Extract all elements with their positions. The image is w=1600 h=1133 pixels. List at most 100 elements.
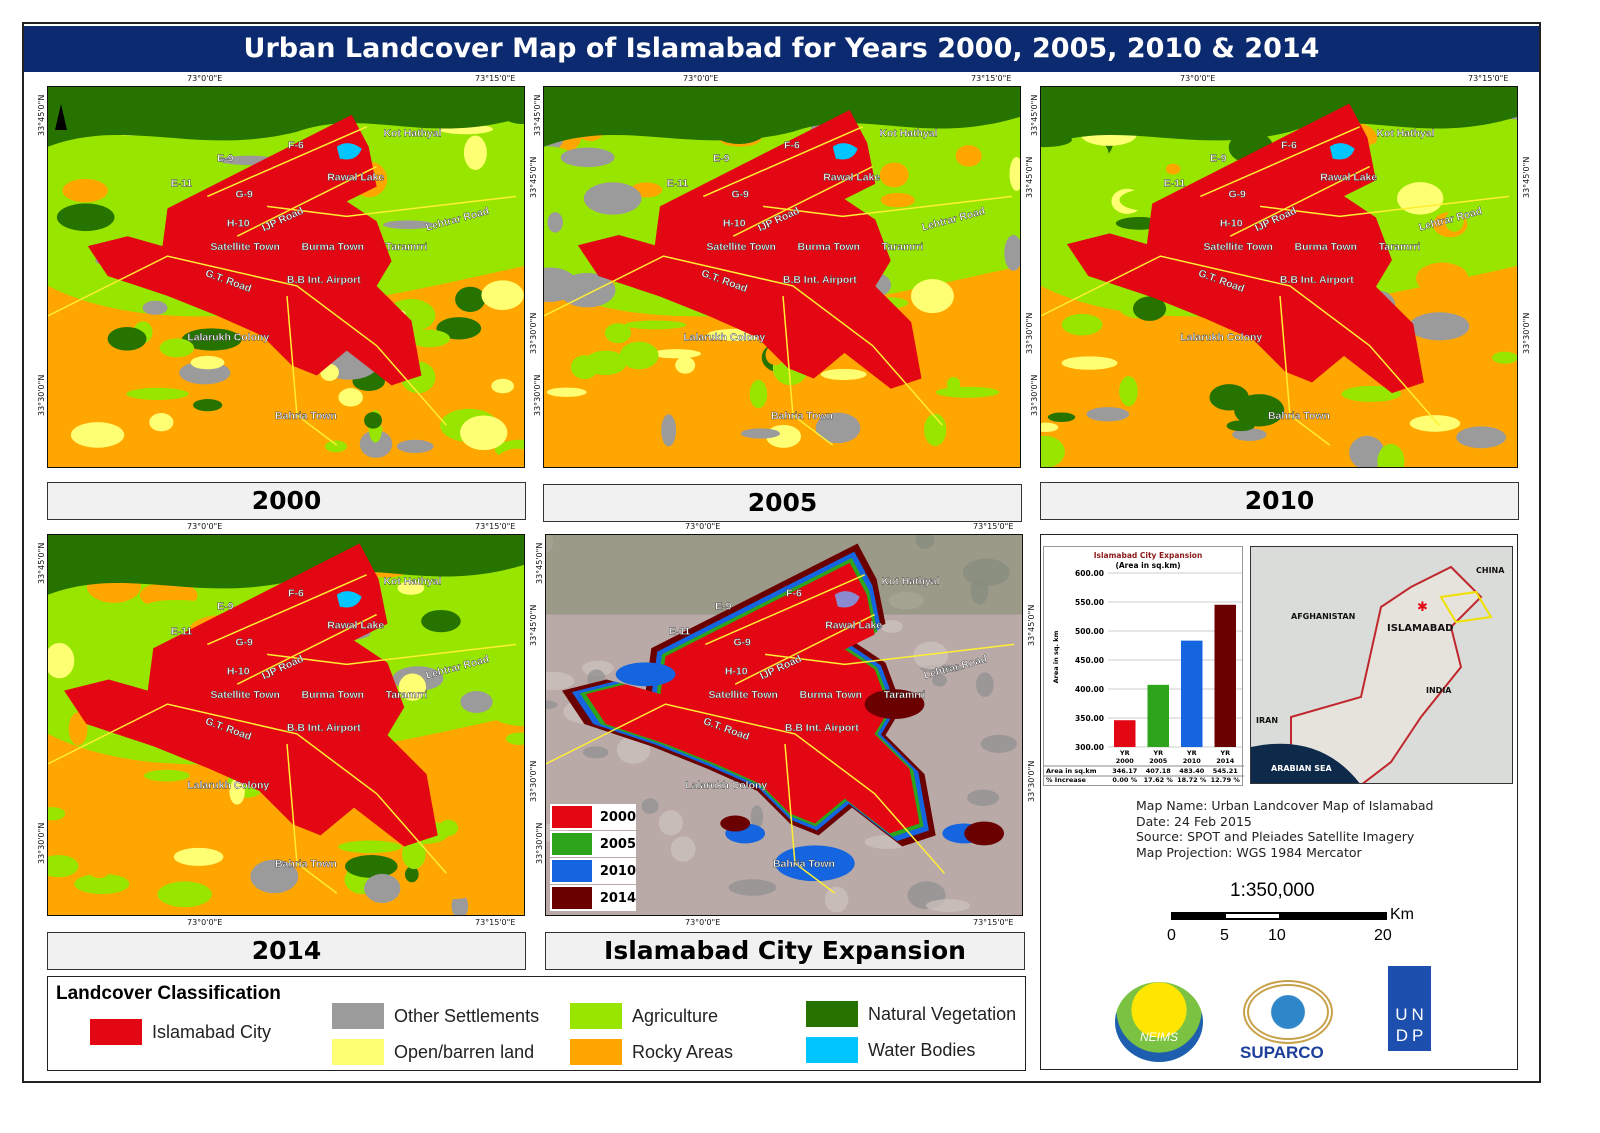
- legend-label: Other Settlements: [394, 1005, 540, 1026]
- expansion-chart-svg: Islamabad City Expansion(Area in sq.km) 3…: [1044, 551, 1244, 784]
- lon-tick: 73°0'0"E: [1180, 74, 1216, 83]
- table-increase-cell: 12.79 %: [1211, 776, 1241, 784]
- scale-label: 20: [1374, 927, 1392, 944]
- suparco-logo: [1243, 980, 1333, 1044]
- lon-tick: 73°0'0"E: [187, 74, 223, 83]
- landcover-patch: [338, 840, 402, 854]
- lat-tick: 33°30'0"N: [529, 760, 538, 802]
- road: [236, 165, 377, 237]
- landcover-patch: [1397, 182, 1444, 215]
- table-increase-cell: 17.62 %: [1144, 776, 1174, 784]
- lon-tick: 73°15'0"E: [475, 918, 516, 927]
- landcover-patch: [661, 414, 677, 447]
- inset-label: INDIA: [1426, 686, 1452, 695]
- landcover-patch: [144, 599, 209, 613]
- lon-tick: 73°0'0"E: [685, 522, 721, 531]
- place-label: Lalarukh Colony: [1180, 333, 1262, 344]
- landcover-patch: [749, 379, 768, 409]
- city-area: [87, 114, 422, 386]
- landcover-patch: [1047, 412, 1076, 422]
- map-shape: [980, 734, 1017, 753]
- landcover-patch: [1041, 435, 1065, 467]
- scale-label: 10: [1268, 927, 1286, 944]
- legend-year: 2010: [599, 863, 636, 879]
- lat-tick: 33°30'0"N: [37, 374, 46, 416]
- place-label: Satellite Town: [210, 690, 279, 701]
- map-shape: [546, 671, 575, 691]
- table-increase-cell: 0.00 %: [1112, 776, 1137, 784]
- scale-label: 0: [1167, 927, 1176, 944]
- landcover-patch: [229, 778, 245, 805]
- landcover-patch: [1083, 141, 1109, 170]
- legend-swatch: [806, 1037, 858, 1063]
- table-row-label: Area in sq.km: [1046, 767, 1097, 775]
- landcover-patch: [491, 378, 515, 394]
- place-label: F-6: [784, 141, 800, 152]
- landcover-patch: [880, 192, 915, 208]
- place-label: E-9: [715, 602, 731, 613]
- landcover-patch: [475, 735, 496, 745]
- expansion-legend-item: 2000: [550, 804, 636, 830]
- landcover-patch: [190, 355, 225, 370]
- expansion-legend-item: 2010: [550, 858, 636, 884]
- landcover-patch: [604, 323, 632, 344]
- expansion-legend-item: 2014: [550, 885, 636, 911]
- place-label: Rawal Lake: [1320, 173, 1377, 184]
- pakistan-outline: [1290, 565, 1483, 783]
- legend-swatch: [90, 1019, 142, 1045]
- landcover-patch: [820, 368, 867, 380]
- landcover-patch: [48, 855, 79, 878]
- inset-map-svg: CHINA AFGHANISTAN ISLAMABAD INDIA IRAN ARABIA…: [1251, 547, 1512, 783]
- place-label: B.B Int. Airport: [287, 723, 361, 734]
- rawal-lake: [336, 591, 362, 608]
- y-tick-label: 400.00: [1075, 685, 1104, 694]
- legend-item: Agriculture: [570, 1003, 718, 1029]
- road: [762, 195, 1013, 218]
- landcover-patch: [560, 147, 615, 168]
- map-shape: [658, 810, 683, 836]
- landcover-patch: [408, 329, 451, 348]
- place-label: E-9: [217, 602, 233, 613]
- map-title: Urban Landcover Map of Islamabad for Yea…: [24, 26, 1539, 72]
- lat-tick: 33°45'0"N: [37, 94, 46, 136]
- road: [782, 295, 834, 446]
- lat-tick: 33°45'0"N: [533, 94, 542, 136]
- arabian-sea: [1251, 743, 1360, 783]
- place-label: H-10: [227, 666, 250, 677]
- expansion-area: [964, 821, 1005, 846]
- landcover-patch: [740, 428, 781, 439]
- landcover-patch: [592, 208, 611, 233]
- city-area: [1066, 103, 1424, 394]
- chart-title: Islamabad City Expansion: [1094, 551, 1203, 560]
- place-label: Burma Town: [1295, 242, 1357, 253]
- scale-bar-segment: [1226, 914, 1279, 918]
- place-label: Bahria Town: [771, 411, 833, 422]
- map-shape: [581, 660, 614, 677]
- natural-vegetation: [1041, 87, 1517, 147]
- landcover-patch: [1364, 141, 1408, 162]
- road: [703, 126, 863, 198]
- landcover-patch: [382, 220, 434, 230]
- map-shape: [670, 836, 696, 862]
- legend-swatch: [570, 1003, 622, 1029]
- landcover-patch: [1489, 220, 1517, 244]
- table-increase-cell: 18.72 %: [1177, 776, 1207, 784]
- legend-swatch: [806, 1001, 858, 1027]
- road: [207, 126, 367, 198]
- city-area: [577, 110, 922, 389]
- map-shape: [880, 620, 903, 633]
- lat-tick: 33°45'0"N: [535, 542, 544, 584]
- landcover-map-2005: Kot Hathyal F-6 E-9 Rawal Lake E-11 G-9 IJP Ro…: [543, 86, 1021, 468]
- legend-swatch: [570, 1039, 622, 1065]
- landcover-patch: [481, 280, 524, 310]
- place-label: F-6: [1281, 141, 1297, 152]
- place-label: Burma Town: [798, 242, 860, 253]
- lat-tick: 33°30'0"N: [535, 822, 544, 864]
- rawal-lake: [832, 143, 858, 160]
- x-tick-label: YR: [1186, 749, 1197, 757]
- landcover-patch: [619, 341, 659, 370]
- legend-item: Water Bodies: [806, 1037, 975, 1063]
- undp-logo-text: UNDP: [1395, 1005, 1428, 1045]
- lon-tick: 73°15'0"E: [973, 918, 1014, 927]
